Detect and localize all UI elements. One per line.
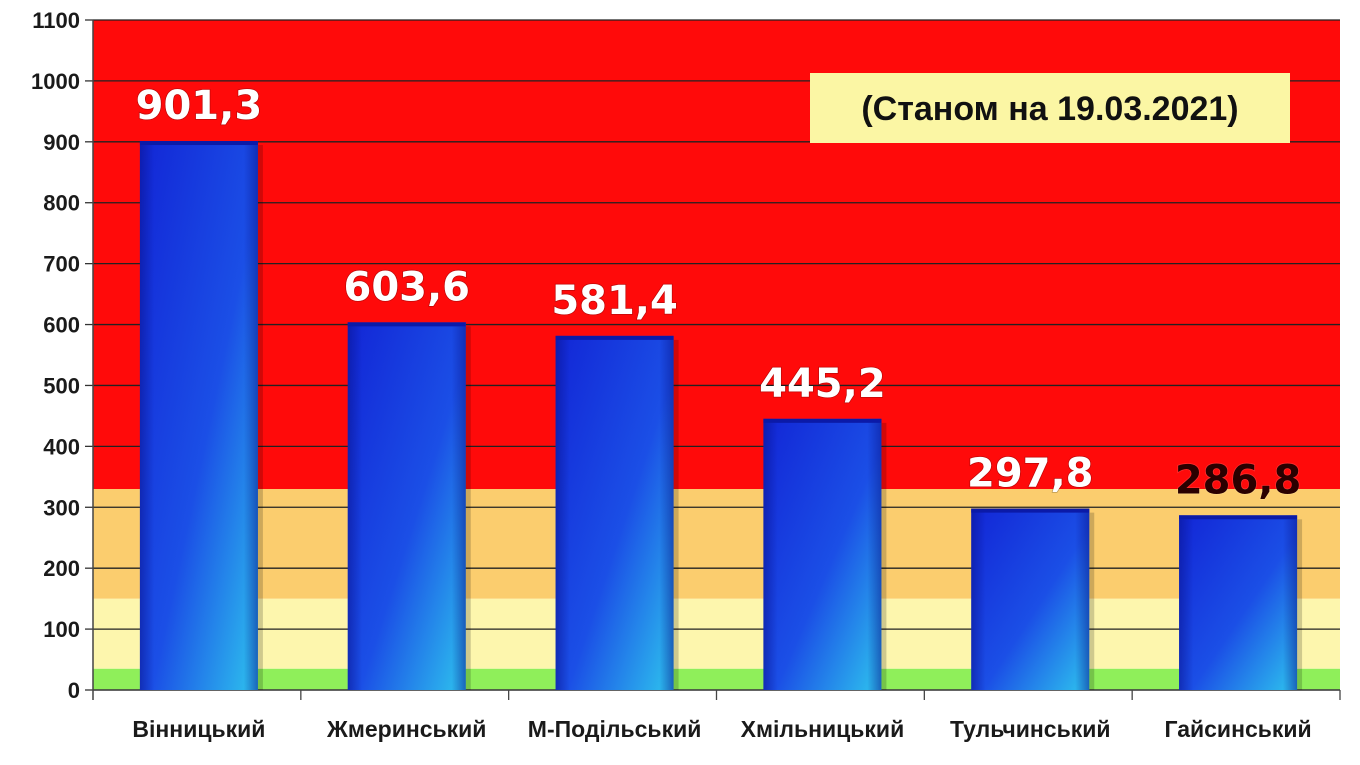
bar-top-edge xyxy=(139,141,258,146)
bar-top-edge xyxy=(1179,515,1298,520)
bar-edge-shade xyxy=(971,508,1090,690)
bar-value-label: 297,8 xyxy=(967,451,1094,497)
y-tick-label: 1100 xyxy=(32,8,80,33)
zone-band-2 xyxy=(93,489,1340,599)
bar-edge-shade xyxy=(139,141,258,690)
x-category-label: Гайсинський xyxy=(1164,716,1311,742)
x-category-label: Вінницький xyxy=(132,716,265,742)
y-tick-label: 700 xyxy=(43,252,80,277)
bar-edge-shade xyxy=(555,335,674,690)
bar-top-edge xyxy=(555,335,674,340)
y-tick-label: 300 xyxy=(43,495,80,520)
x-category-label: М-Подільський xyxy=(528,716,702,742)
bar-top-edge xyxy=(971,508,1090,513)
data-labels: 901,3 603,6 581,4 445,2 297,8 286,8 xyxy=(135,82,1302,504)
annotation-box xyxy=(810,73,1290,143)
zone-band-0 xyxy=(93,668,1340,690)
bar-value-label: 286,8 xyxy=(1175,457,1302,503)
x-category-label: Тульчинський xyxy=(950,716,1111,742)
bar-edge-shade xyxy=(1179,515,1298,690)
y-tick-label: 0 xyxy=(68,678,80,703)
annotation-text: (Станом на 19.03.2021) xyxy=(861,90,1238,128)
bar-value-label: 901,3 xyxy=(136,83,263,129)
y-tick-label: 1000 xyxy=(31,69,80,94)
bars xyxy=(139,141,1303,690)
x-category-label: Хмільницький xyxy=(741,716,905,742)
x-category-label: Жмеринський xyxy=(326,716,486,742)
bar-value-label: 581,4 xyxy=(551,278,678,324)
y-tick-label: 900 xyxy=(43,130,80,155)
date-annotation: (Станом на 19.03.2021) xyxy=(810,73,1290,143)
bar-top-edge xyxy=(763,418,882,423)
y-tick-label: 400 xyxy=(43,434,80,459)
y-tick-label: 500 xyxy=(43,373,80,398)
y-tick-label: 800 xyxy=(43,191,80,216)
y-tick-label: 200 xyxy=(43,556,80,581)
bar-edge-shade xyxy=(763,418,882,690)
y-tick-label: 600 xyxy=(43,313,80,338)
bar-edge-shade xyxy=(347,322,466,690)
bar-value-label: 445,2 xyxy=(759,361,886,407)
y-tick-label: 100 xyxy=(43,617,80,642)
axes: 0 100 200 300 400 500 600 700 800 900 1000 1100 Вінн… xyxy=(31,8,1341,742)
zone-band-1 xyxy=(93,598,1340,669)
bar-value-label: 603,6 xyxy=(343,264,470,310)
bar-top-edge xyxy=(347,322,466,327)
